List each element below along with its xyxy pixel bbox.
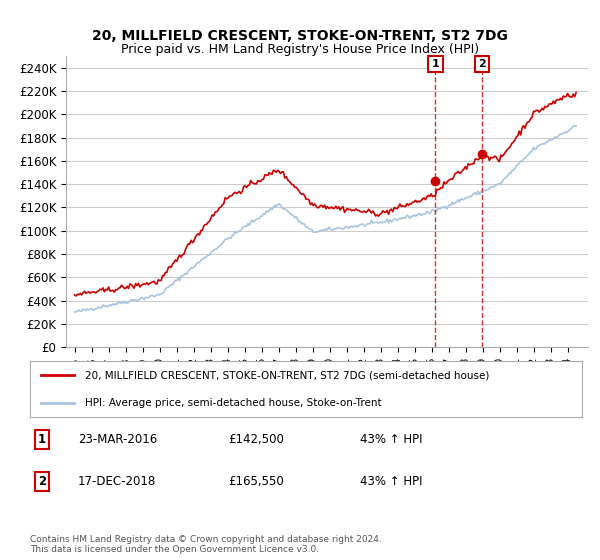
Text: HPI: Average price, semi-detached house, Stoke-on-Trent: HPI: Average price, semi-detached house,… — [85, 398, 382, 408]
Text: £142,500: £142,500 — [228, 433, 284, 446]
Text: 43% ↑ HPI: 43% ↑ HPI — [360, 475, 422, 488]
Text: 17-DEC-2018: 17-DEC-2018 — [78, 475, 156, 488]
Text: 1: 1 — [38, 433, 46, 446]
Text: Price paid vs. HM Land Registry's House Price Index (HPI): Price paid vs. HM Land Registry's House … — [121, 43, 479, 56]
Text: 43% ↑ HPI: 43% ↑ HPI — [360, 433, 422, 446]
Text: 20, MILLFIELD CRESCENT, STOKE-ON-TRENT, ST2 7DG: 20, MILLFIELD CRESCENT, STOKE-ON-TRENT, … — [92, 29, 508, 44]
Text: This data is licensed under the Open Government Licence v3.0.: This data is licensed under the Open Gov… — [30, 545, 319, 554]
Text: 20, MILLFIELD CRESCENT, STOKE-ON-TRENT, ST2 7DG (semi-detached house): 20, MILLFIELD CRESCENT, STOKE-ON-TRENT, … — [85, 370, 490, 380]
Text: 2: 2 — [38, 475, 46, 488]
Text: 23-MAR-2016: 23-MAR-2016 — [78, 433, 157, 446]
Text: 1: 1 — [431, 59, 439, 69]
Text: £165,550: £165,550 — [228, 475, 284, 488]
Text: 2: 2 — [478, 59, 486, 69]
Text: Contains HM Land Registry data © Crown copyright and database right 2024.: Contains HM Land Registry data © Crown c… — [30, 535, 382, 544]
